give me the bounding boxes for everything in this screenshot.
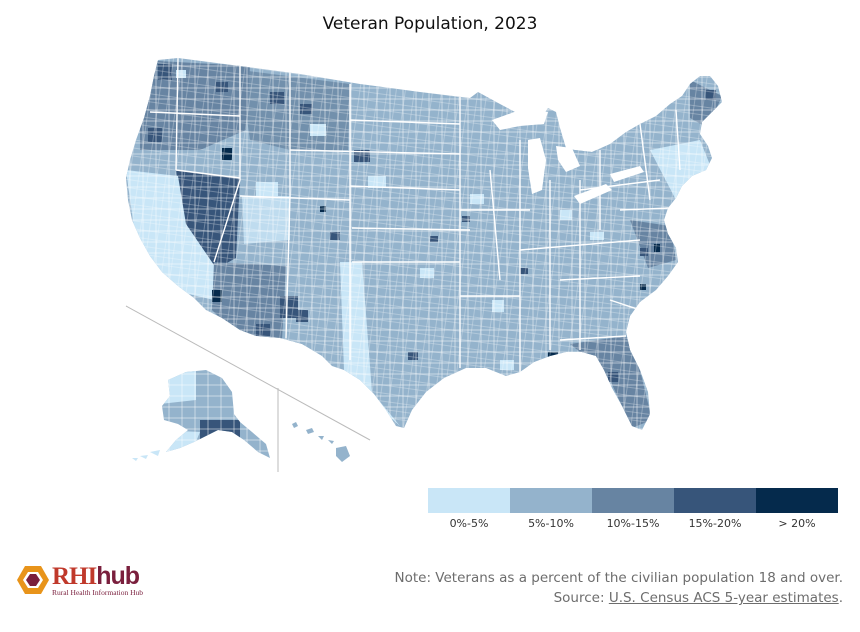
legend-swatch-2 (592, 488, 674, 513)
logo-word-main: RHI (52, 563, 97, 590)
alaska (132, 370, 270, 461)
rhihub-logo[interactable]: RHIhub Rural Health Information Hub (16, 562, 166, 598)
great-lakes (492, 110, 644, 204)
legend-label-2: 10%-15% (606, 517, 660, 530)
legend-label-3: 15%-20% (688, 517, 742, 530)
hawaii (292, 422, 350, 462)
source-prefix: Source: (553, 590, 609, 606)
map-title: Veteran Population, 2023 (322, 14, 538, 34)
source-line: Source: U.S. Census ACS 5-year estimates… (395, 588, 843, 608)
source-suffix: . (838, 590, 843, 606)
legend-swatch-3 (674, 488, 756, 513)
note-block: Note: Veterans as a percent of the civil… (395, 568, 843, 608)
logo-wordmark: RHIhub (52, 562, 140, 591)
legend-swatch-0 (428, 488, 510, 513)
note-text: Note: Veterans as a percent of the civil… (394, 570, 843, 586)
map-legend: 0%-5% 5%-10% 10%-15% 15%-20% > 20% (428, 488, 838, 530)
legend-swatch-4 (756, 488, 838, 513)
legend-label-0: 0%-5% (449, 517, 489, 530)
legend-label-1: 5%-10% (528, 517, 574, 530)
logo-subtitle: Rural Health Information Hub (52, 588, 144, 597)
legend-bar (428, 488, 838, 513)
legend-labels: 0%-5% 5%-10% 10%-15% 15%-20% > 20% (428, 517, 838, 530)
legend-label-4: > 20% (778, 517, 816, 530)
state-borders (149, 58, 681, 372)
logo-word-hub: hub (96, 562, 140, 590)
source-link[interactable]: U.S. Census ACS 5-year estimates (608, 590, 839, 606)
rhihub-logo-icon (17, 566, 49, 594)
inset-separators (125, 305, 371, 472)
legend-swatch-1 (510, 488, 592, 513)
